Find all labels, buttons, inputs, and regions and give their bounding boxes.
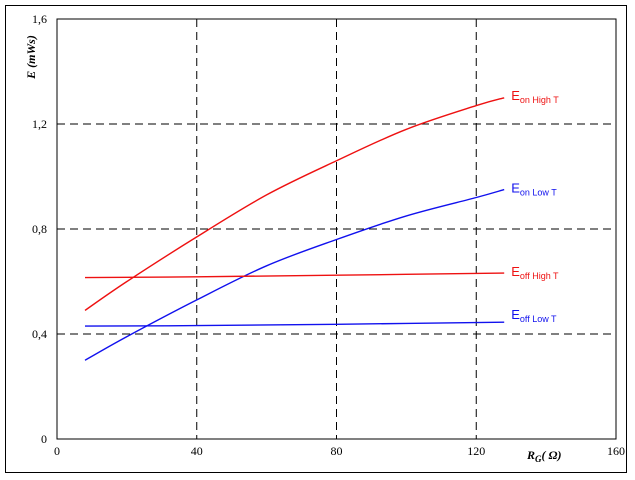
- x-tick-label: 40: [191, 444, 203, 458]
- series-label: Eon Low T: [511, 181, 557, 198]
- y-tick-label: 1,2: [32, 117, 47, 131]
- y-tick-label: 0: [41, 432, 47, 446]
- y-tick-label: 0,8: [32, 222, 47, 236]
- x-tick-label: 120: [467, 444, 485, 458]
- series-line: [84, 97, 505, 311]
- x-axis-title: RG( Ω): [526, 448, 561, 464]
- plot-border: [56, 18, 617, 440]
- y-tick-label: 0,4: [32, 327, 47, 341]
- series-label: Eon High T: [511, 88, 559, 105]
- series-line: [84, 321, 505, 327]
- x-tick-label: 160: [607, 444, 625, 458]
- series-line: [84, 188, 505, 361]
- y-tick-label: 1,6: [32, 12, 47, 26]
- y-axis-title: E (mWs): [24, 35, 38, 80]
- series-label: Eoff High T: [511, 264, 559, 281]
- series-line: [84, 272, 505, 279]
- series-label: Eoff Low T: [511, 307, 557, 324]
- x-tick-label: 80: [331, 444, 343, 458]
- x-tick-label: 0: [54, 444, 60, 458]
